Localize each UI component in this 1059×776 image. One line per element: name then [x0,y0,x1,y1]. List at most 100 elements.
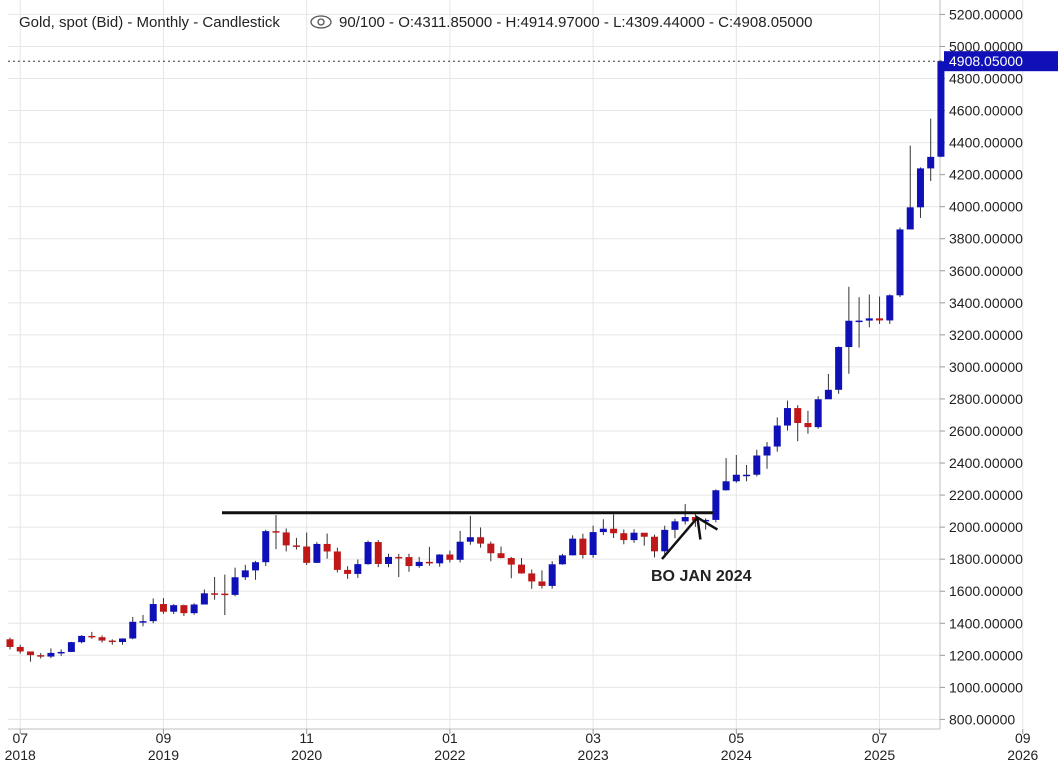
candle [569,535,577,556]
candle-body [702,519,710,522]
candle [702,518,710,530]
x-tick-year: 2018 [5,747,36,763]
candle-body [385,556,393,564]
candle-body [57,651,65,654]
arrow-head [695,515,719,540]
candle-body [712,490,720,520]
candle-body [814,399,822,428]
candle [865,294,873,328]
candle-body [732,474,740,482]
candle-body [835,347,843,390]
candle [906,145,914,230]
candle [292,537,300,550]
x-tick-year: 2025 [864,747,895,763]
x-tick-month: 01 [442,730,458,746]
y-tick-label: 1400.00000 [949,615,1023,631]
x-tick-year: 2024 [721,747,752,763]
eye-icon[interactable] [310,15,332,29]
candle [37,653,45,659]
chart-title: Gold, spot (Bid) - Monthly - Candlestick [19,14,280,31]
candle-body [824,389,832,400]
candle-body [108,640,116,643]
candle-body [139,621,147,623]
candle [497,546,505,559]
candle [26,651,34,662]
candle-body [477,537,485,544]
candle-body [149,604,157,622]
candle-body [681,517,689,522]
candle [323,533,331,559]
x-tick-year: 2026 [1007,747,1038,763]
candle [477,527,485,548]
candle [436,554,444,567]
candle-body [630,532,638,541]
candle-body [845,320,853,348]
candle-body [620,533,628,541]
candle-body [906,207,914,230]
candle-body [599,528,607,533]
candle [139,614,147,627]
candle [221,574,229,616]
candle [712,489,720,523]
candle-body [395,556,403,559]
candle [405,553,413,572]
candle-body [640,532,648,537]
candle-body [16,646,24,652]
candle [252,560,260,580]
candle [262,529,270,567]
candle-body [78,635,86,643]
candle [528,569,536,589]
candle [681,504,689,525]
candle-body [170,605,178,612]
candle [6,637,14,650]
candle-body [241,570,249,578]
candle-body [763,446,771,456]
y-axis-ticks: 800.00000 1000.00000 1200.00000 1400.00000 1… [940,6,1023,727]
candle [886,294,894,324]
candle [446,550,454,563]
candle-body [650,536,658,552]
candle-body [569,538,577,556]
candle [354,559,362,578]
candle [876,296,884,324]
candle [200,589,208,605]
annotation-label: BO JAN 2024 [651,568,752,585]
candle-body [262,531,270,563]
candle-body [518,564,525,574]
y-tick-label: 1800.00000 [949,551,1023,567]
candle-body [231,577,239,595]
candle [630,529,638,543]
candle [313,542,321,564]
candle-body [466,537,474,542]
candle-body [323,543,331,552]
candle [610,514,618,539]
candle-body [180,605,188,614]
candle-body [211,593,219,595]
candle-body [344,569,352,574]
y-tick-label: 4800.00000 [949,71,1023,87]
y-tick-label: 2000.00000 [949,519,1023,535]
candle [722,458,730,491]
candle [507,556,515,579]
x-tick-year: 2023 [578,747,609,763]
candle-body [354,564,362,574]
candle [425,546,433,566]
candle-body [804,422,812,428]
candle-body [610,528,618,534]
candle-body [67,642,75,652]
candle [344,566,352,579]
candle [374,540,382,568]
candle [119,638,127,645]
candle [783,400,791,431]
plot-area [8,0,940,729]
candle-body [313,543,321,563]
candle [129,617,137,640]
x-tick-month: 09 [156,730,172,746]
candle [558,553,566,565]
candle-body [129,621,137,639]
y-tick-label: 1600.00000 [949,583,1023,599]
candle [896,227,904,298]
x-tick-year: 2019 [148,747,179,763]
y-tick-label: 5200.00000 [949,6,1023,22]
